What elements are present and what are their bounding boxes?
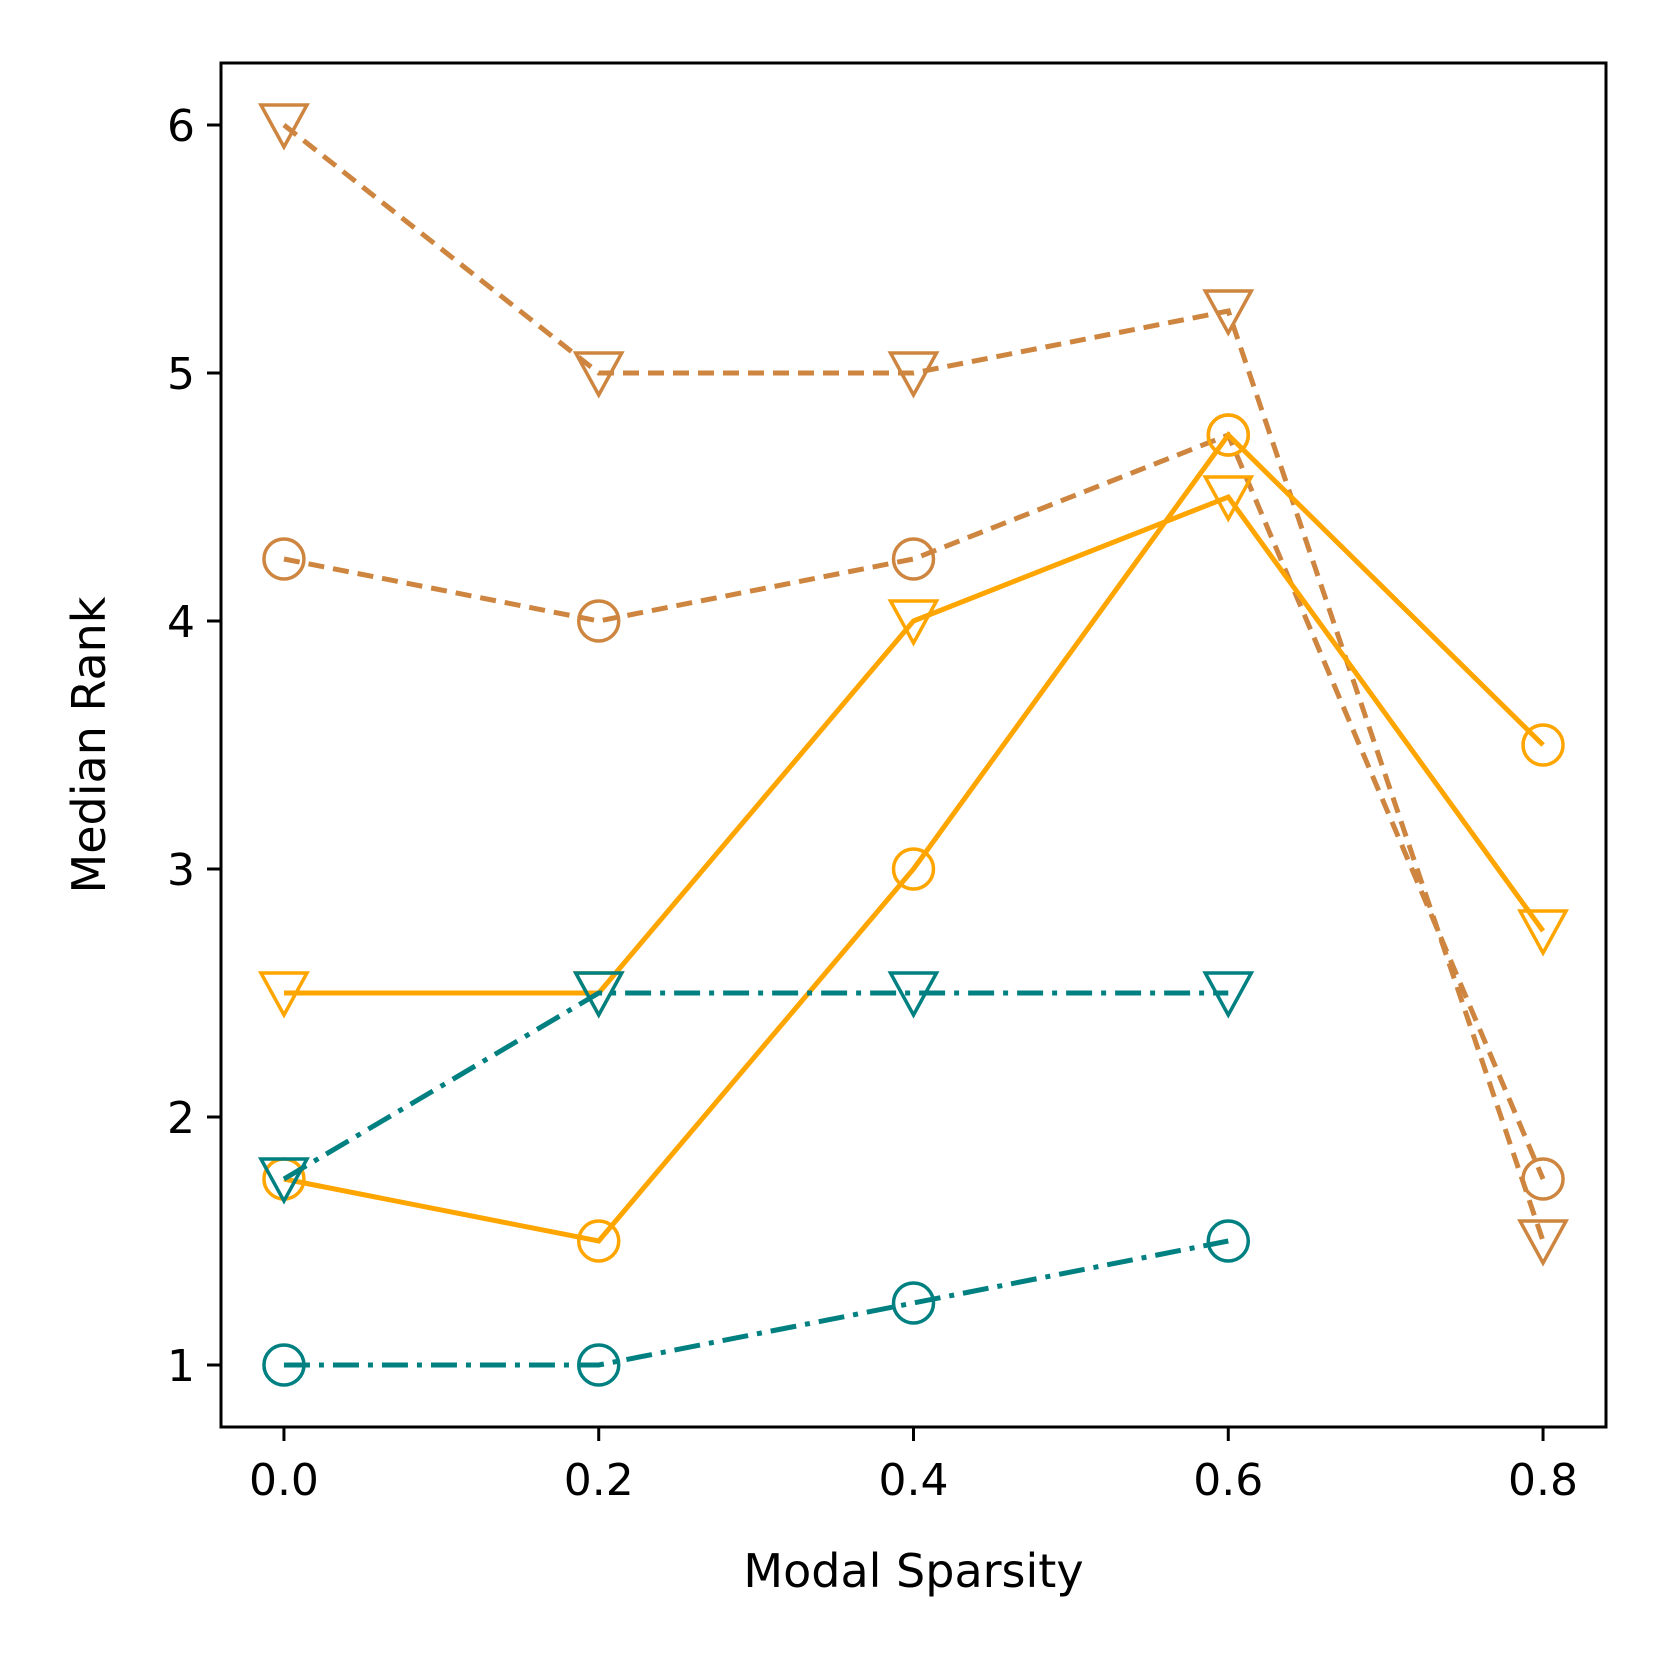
series-3	[258, 475, 1569, 1019]
data-point-triangle	[1517, 909, 1569, 957]
data-point-triangle	[572, 971, 625, 1019]
data-point-triangle	[1517, 1219, 1569, 1267]
data-point-circle	[1206, 413, 1251, 457]
data-point-triangle	[572, 351, 625, 399]
data-point-triangle	[887, 971, 940, 1019]
series-0	[262, 413, 1565, 1201]
series-2	[262, 413, 1565, 1263]
data-point-circle	[891, 1281, 936, 1325]
data-point-triangle	[1202, 971, 1255, 1019]
y-tick-label: 6	[167, 101, 195, 152]
data-point-triangle	[258, 971, 310, 1019]
data-point-circle	[1521, 723, 1565, 767]
plot-frame	[219, 61, 1608, 1429]
y-tick-label: 5	[167, 349, 195, 400]
data-point-circle	[576, 1343, 621, 1387]
data-point-circle	[262, 1343, 306, 1387]
y-axis-label: Median Rank	[62, 596, 116, 893]
series-line	[282, 990, 1229, 1182]
data-point-circle	[262, 537, 306, 581]
data-point-triangle	[1202, 289, 1255, 337]
y-tick-label: 1	[167, 1341, 195, 1392]
x-axis-label: Modal Sparsity	[743, 1544, 1083, 1598]
y-tick-label: 2	[167, 1093, 195, 1144]
series-line	[283, 1238, 1229, 1368]
x-tick-label: 0.4	[879, 1455, 949, 1506]
series-5	[258, 971, 1255, 1205]
series-1	[258, 103, 1569, 1267]
data-point-triangle	[887, 351, 940, 399]
y-tick-label: 3	[167, 845, 195, 896]
x-tick-label: 0.6	[1193, 1455, 1263, 1506]
x-tick-label: 0.2	[564, 1455, 634, 1506]
y-axis-ticks: 1 2 3 4 5 6	[167, 101, 221, 1392]
x-tick-label: 0.8	[1508, 1455, 1578, 1506]
series-4	[262, 1219, 1251, 1387]
x-tick-label: 0.0	[249, 1455, 319, 1506]
data-point-circle	[576, 1219, 621, 1263]
series-line	[282, 123, 1546, 1242]
data-point-triangle	[1202, 475, 1255, 523]
data-point-triangle	[258, 103, 310, 151]
data-point-circle	[891, 847, 936, 891]
plot-series	[258, 103, 1569, 1387]
data-point-circle	[891, 537, 936, 581]
data-point-circle	[576, 599, 621, 643]
data-point-triangle	[258, 1157, 310, 1205]
x-axis-ticks: 0.0 0.2 0.4 0.6 0.8	[249, 1427, 1578, 1506]
data-point-triangle	[887, 599, 940, 647]
series-line	[283, 431, 1546, 1180]
y-tick-label: 4	[167, 597, 195, 648]
data-point-circle	[1206, 1219, 1251, 1263]
series-line	[283, 493, 1546, 996]
series-line	[283, 431, 1545, 1244]
